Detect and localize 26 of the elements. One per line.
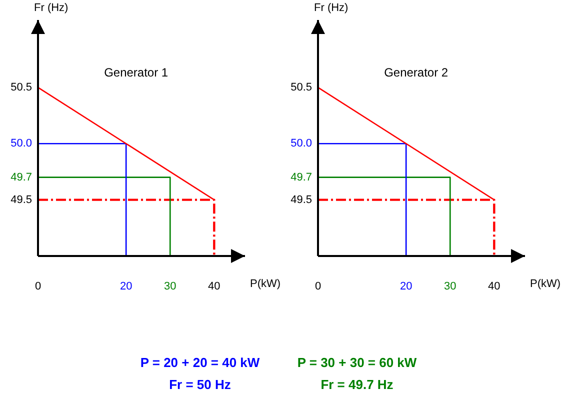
x-tick-label: 20 <box>400 280 412 293</box>
text: Fr = 49.7 Hz <box>320 377 394 392</box>
y-tick-label: 50.0 <box>290 138 312 150</box>
x-tick-label: 0 <box>314 280 322 293</box>
x-tick-label: 40 <box>208 280 220 293</box>
y-tick-label: 50.5 <box>290 81 312 94</box>
text: Generator 1 <box>104 65 168 80</box>
x-tick-label: 30 <box>164 280 176 293</box>
x-tick-label: 40 <box>488 280 500 293</box>
text: P = 20 + 20 = 40 kW <box>140 355 260 370</box>
text: P = 30 + 30 = 60 kW <box>297 355 417 370</box>
y-axis-title: Fr (Hz) <box>34 2 68 14</box>
y-tick-label: 49.7 <box>10 171 32 184</box>
x-axis-title: P(kW) <box>250 278 281 290</box>
y-tick-label: 49.5 <box>290 194 312 206</box>
x-tick-label: 30 <box>444 280 456 293</box>
text: Generator 2 <box>384 65 448 80</box>
x-axis-title: P(kW) <box>530 278 561 290</box>
y-tick-label: 49.5 <box>10 194 32 206</box>
y-tick-label: 50.0 <box>10 138 32 150</box>
y-tick-label: 50.5 <box>10 81 32 94</box>
y-axis-title: Fr (Hz) <box>314 2 348 14</box>
x-tick-label: 0 <box>34 280 42 293</box>
y-tick-label: 49.7 <box>290 171 312 184</box>
x-tick-label: 20 <box>120 280 132 293</box>
text: Fr = 50 Hz <box>169 377 231 392</box>
